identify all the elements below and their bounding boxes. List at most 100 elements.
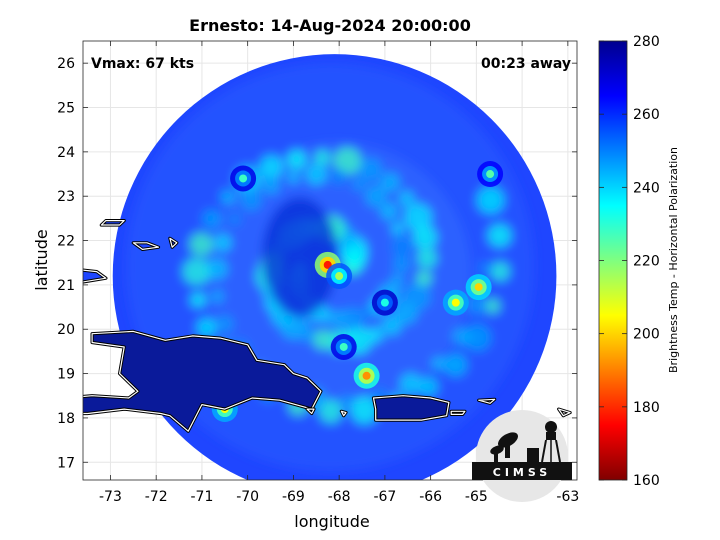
spiral-band-cell	[364, 185, 387, 208]
spiral-band-cell	[484, 297, 501, 314]
colorbar-tick-label: 240	[633, 180, 660, 196]
spiral-band-cell	[219, 189, 236, 206]
spiral-band-cell	[477, 261, 492, 276]
spiral-band-cell	[413, 225, 438, 250]
spiral-band-cell	[262, 176, 281, 195]
spiral-band-cell	[418, 376, 439, 397]
spiral-band-cell	[367, 326, 384, 343]
spiral-band-cell	[312, 329, 333, 350]
y-axis-label: latitude	[32, 229, 51, 290]
spiral-band-cell	[490, 261, 511, 282]
anguilla-coastline-outline	[558, 408, 571, 417]
x-axis-label: longitude	[294, 512, 369, 531]
spiral-band-cell	[329, 167, 348, 186]
hispaniola-coastline-outline	[83, 330, 322, 432]
y-tick-label: 26	[57, 56, 75, 72]
spiral-band-cell	[205, 257, 228, 280]
saona-island-coastline-outline	[306, 408, 315, 415]
spiral-band-cell	[215, 314, 234, 333]
cimss-logo: CIMSS	[472, 410, 572, 502]
x-tick-label: -68	[328, 489, 351, 505]
spiral-band-cell	[380, 202, 399, 221]
moat-region	[262, 197, 338, 318]
x-tick-label: -63	[556, 489, 579, 505]
convective-cell-eyewall	[326, 263, 353, 290]
spiral-band-cell	[240, 189, 263, 212]
colorbar-tick-label: 220	[633, 254, 660, 270]
spiral-band-cell	[318, 399, 343, 424]
logo-text: CIMSS	[493, 466, 551, 479]
colorbar-tick-label: 200	[633, 327, 660, 343]
x-axis-ticks: -73-72-71-70-69-68-67-66-65-64-63	[99, 41, 579, 505]
spiral-band-cell	[341, 307, 364, 330]
colorbar-tick-label: 260	[633, 107, 660, 123]
x-tick-label: -67	[373, 489, 396, 505]
spiral-band-cell	[299, 326, 316, 343]
spiral-band-cell	[463, 323, 492, 352]
spiral-band-cell	[402, 282, 431, 311]
y-tick-label: 20	[57, 322, 75, 338]
x-tick-label: -71	[190, 489, 213, 505]
y-tick-label: 18	[57, 411, 75, 427]
convective-cell-rainband	[371, 289, 398, 316]
colorbar-tick-label: 160	[633, 473, 660, 489]
spiral-band-cell	[416, 248, 437, 269]
x-tick-label: -72	[145, 489, 168, 505]
spiral-band-cell	[399, 372, 422, 395]
y-tick-label: 24	[57, 145, 75, 161]
spiral-band-cell	[390, 235, 413, 258]
y-tick-label: 19	[57, 367, 75, 383]
x-tick-label: -66	[419, 489, 442, 505]
vmax-annotation: Vmax: 67 kts	[91, 56, 194, 72]
colorbar-tick-label: 180	[633, 400, 660, 416]
spiral-band-cell	[227, 212, 242, 227]
convective-cell-rainband	[330, 333, 357, 360]
spiral-band-cell	[431, 356, 446, 371]
time-away-annotation: 00:23 away	[481, 56, 571, 72]
spiral-band-cell	[210, 289, 225, 304]
spiral-band-cell	[487, 223, 512, 248]
spiral-band-cell	[392, 255, 411, 274]
spiral-band-cell	[350, 396, 379, 425]
colorbar: 160 180 200 220 240 260 280 Brightness Temp - …	[598, 34, 680, 489]
x-tick-label: -69	[282, 489, 305, 505]
convective-cell-rainband	[353, 362, 380, 389]
spiral-band-cell	[389, 273, 404, 288]
puerto-rico-coastline-outline	[372, 395, 450, 421]
y-tick-label: 25	[57, 101, 75, 117]
spiral-band-cell	[190, 291, 207, 308]
spiral-band-cell	[416, 270, 433, 287]
y-axis-ticks: 17 18 19 20 21 22 23 24 25 26	[57, 56, 577, 471]
spiral-band-cell	[351, 177, 366, 192]
vieques-coastline-outline	[450, 410, 466, 415]
spiral-band-cell	[452, 327, 471, 346]
colorbar-ticks: 160 180 200 220 240 260 280	[599, 34, 660, 489]
spiral-band-cell	[314, 149, 331, 166]
spiral-band-cell	[443, 352, 468, 377]
colorbar-label: Brightness Temp - Horizontal Polarizatio…	[667, 147, 680, 373]
spiral-band-cell	[390, 221, 405, 236]
y-tick-label: 23	[57, 189, 75, 205]
inagua-coastline-outline	[100, 220, 125, 226]
spiral-band-cell	[286, 149, 307, 170]
y-tick-label: 22	[57, 234, 75, 250]
great-inagua-coastline-outline	[83, 269, 107, 283]
axes-frame	[82, 40, 578, 481]
grand-turk-coastline-outline	[169, 237, 178, 248]
spiral-band-cell	[189, 232, 214, 257]
spiral-band-cell	[381, 315, 402, 336]
convective-cell-rainband	[442, 289, 469, 316]
spiral-band-cell	[339, 394, 354, 409]
spiral-band-cell	[358, 157, 383, 182]
spiral-band-cell	[213, 233, 232, 252]
spiral-band-cell	[358, 307, 373, 322]
convective-cell-rainband	[477, 161, 504, 188]
x-tick-label: -73	[99, 489, 122, 505]
virgin-islands-coastline-outline	[478, 398, 496, 404]
spiral-band-cell	[286, 170, 301, 185]
spiral-band-cell	[201, 209, 222, 230]
spiral-band-cell	[404, 203, 433, 232]
spiral-band-cell	[196, 317, 217, 338]
spiral-band-cell	[305, 163, 328, 186]
